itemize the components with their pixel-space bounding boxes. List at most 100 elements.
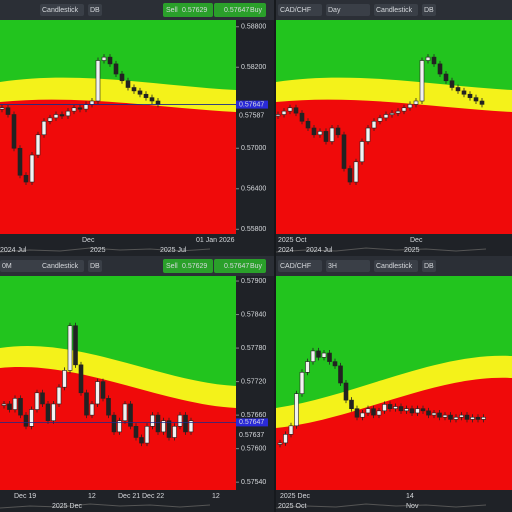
candle	[398, 406, 404, 412]
toolbar-dropdown[interactable]	[0, 260, 44, 272]
candle	[349, 399, 354, 409]
toolbar: CAD/CHF 3H Candlestick DB	[276, 256, 512, 276]
toolbar-item[interactable]: DB	[90, 7, 100, 14]
candle	[45, 403, 51, 422]
candle	[53, 114, 59, 119]
toolbar-dropdown[interactable]	[40, 4, 84, 16]
sell-button[interactable]	[163, 3, 213, 17]
toolbar-dropdown[interactable]	[278, 260, 322, 272]
toolbar-item[interactable]: Candlestick	[376, 263, 413, 270]
candle	[437, 63, 443, 75]
candle	[377, 117, 383, 122]
candle	[106, 398, 111, 416]
candle	[143, 93, 149, 98]
buy-label[interactable]: Buy	[250, 263, 263, 270]
navigator-label: 2025 Jul	[160, 247, 187, 254]
candle	[425, 56, 431, 61]
toolbar-dropdown[interactable]	[374, 260, 418, 272]
candle	[113, 63, 119, 75]
sell-label[interactable]: Sell	[166, 263, 178, 270]
candle	[387, 404, 393, 409]
candle	[393, 406, 398, 409]
candle	[89, 100, 95, 105]
candle	[77, 107, 83, 110]
sell-button[interactable]	[163, 259, 213, 273]
candle	[459, 414, 464, 418]
toolbar-dropdown[interactable]	[326, 260, 370, 272]
toolbar-dropdown[interactable]	[326, 4, 370, 16]
toolbar-item[interactable]: CAD/CHF	[280, 263, 311, 270]
toolbar: CAD/CHF Day Candlestick DB	[276, 0, 512, 20]
toolbar: 0M Candlestick DB Sell 0.57629 0.57647 Buy	[0, 256, 274, 276]
candle	[442, 414, 448, 418]
candle	[389, 112, 395, 115]
toolbar-item[interactable]: CAD/CHF	[280, 7, 311, 14]
candle	[455, 87, 461, 92]
toolbar-item[interactable]: Candlestick	[42, 7, 79, 14]
candle	[7, 403, 12, 410]
buy-button[interactable]	[214, 3, 266, 17]
candle	[89, 403, 95, 416]
candle	[150, 414, 155, 427]
toolbar-dropdown[interactable]	[88, 4, 102, 16]
buy-button[interactable]	[214, 259, 266, 273]
navigator-label: 2024	[278, 247, 294, 254]
date-label: Dec 21	[118, 493, 140, 500]
price-tick-label: 0.56400	[241, 186, 266, 193]
chart-panel: 0.579000.578400.577800.577200.576600.576…	[0, 256, 274, 512]
toolbar-dropdown[interactable]	[422, 4, 436, 16]
toolbar-item[interactable]: DB	[424, 7, 434, 14]
candle	[365, 127, 371, 142]
sell-price[interactable]: 0.57629	[182, 7, 207, 14]
candle	[359, 141, 365, 163]
toolbar-dropdown[interactable]	[88, 260, 102, 272]
price-tag-label: 0.57637	[239, 432, 264, 439]
candle	[321, 352, 327, 358]
price-tick-label: 0.57900	[241, 278, 266, 285]
toolbar-dropdown[interactable]	[374, 4, 418, 16]
candle	[155, 100, 161, 105]
buy-price[interactable]: 0.57647	[224, 7, 249, 14]
date-label: Dec 22	[142, 493, 164, 500]
toolbar-item[interactable]: Day	[328, 7, 341, 14]
toolbar-item[interactable]: DB	[90, 263, 100, 270]
candle	[335, 127, 341, 136]
date-label: 01 Jan 2026	[196, 237, 235, 244]
candle	[29, 409, 34, 427]
candle	[354, 408, 360, 418]
chart-panel: 0.58800 0.58200 0.57000 0.56400 0.55800 0.576…	[0, 0, 274, 256]
toolbar-item[interactable]: Candlestick	[376, 7, 413, 14]
candle	[281, 110, 287, 115]
candle	[461, 90, 467, 95]
candle	[67, 325, 73, 371]
sell-label[interactable]: Sell	[166, 7, 178, 14]
toolbar-dropdown[interactable]	[40, 260, 84, 272]
candle	[47, 117, 53, 122]
chart-panel: 2025 Dec 14 2025 Oct Nov CAD/CHF 3H Candlestic…	[275, 256, 512, 512]
candle	[299, 372, 305, 395]
toolbar-dropdown[interactable]	[422, 260, 436, 272]
toolbar-dropdown[interactable]	[278, 4, 322, 16]
candle	[332, 361, 338, 367]
price-tick-label: 0.57660	[241, 412, 266, 419]
toolbar-item[interactable]: DB	[424, 263, 434, 270]
candle	[65, 110, 71, 117]
candle	[125, 80, 131, 88]
toolbar-item[interactable]: Candlestick	[42, 263, 79, 270]
candle	[283, 434, 288, 444]
candle	[29, 154, 35, 183]
sell-price[interactable]: 0.57629	[182, 263, 207, 270]
buy-label[interactable]: Buy	[250, 7, 263, 14]
candle	[470, 416, 475, 420]
price-tag-label: 0.57587	[239, 112, 264, 119]
candle	[305, 120, 311, 129]
toolbar-item[interactable]: 3H	[328, 263, 337, 270]
navigator-line	[275, 247, 487, 253]
candle	[395, 110, 401, 114]
buy-price[interactable]: 0.57647	[224, 263, 249, 270]
date-label: 2025 Dec	[280, 493, 310, 500]
candle	[155, 414, 161, 433]
date-axis	[276, 490, 512, 512]
toolbar-item[interactable]: 0M	[2, 263, 12, 270]
